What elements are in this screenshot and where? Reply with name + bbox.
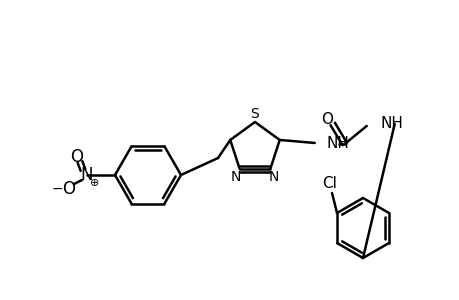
Text: NH: NH xyxy=(326,136,349,152)
Text: NH: NH xyxy=(380,116,403,131)
Text: N: N xyxy=(81,166,93,184)
Text: ⊕: ⊕ xyxy=(90,178,100,188)
Text: Cl: Cl xyxy=(322,176,337,190)
Text: O: O xyxy=(62,180,75,198)
Text: O: O xyxy=(70,148,84,166)
Text: S: S xyxy=(250,107,259,121)
Text: N: N xyxy=(230,170,241,184)
Text: −: − xyxy=(51,182,63,196)
Text: N: N xyxy=(269,170,279,184)
Text: O: O xyxy=(320,112,332,128)
